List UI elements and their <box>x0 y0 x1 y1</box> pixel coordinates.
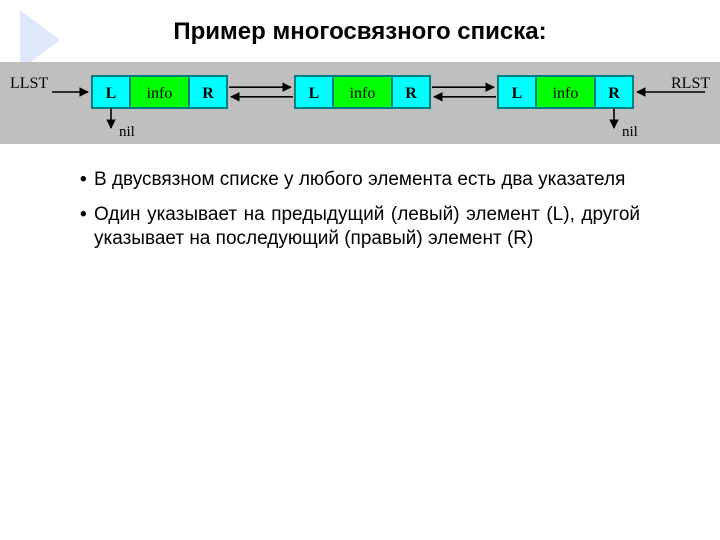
svg-text:R: R <box>202 85 214 102</box>
svg-text:L: L <box>106 85 117 102</box>
svg-text:LLST: LLST <box>10 75 48 92</box>
diagram-band: Linfo R Linfo R Linfo R LLST RLST nil nil <box>0 62 720 144</box>
svg-text:info: info <box>147 85 173 102</box>
svg-text:L: L <box>309 85 320 102</box>
svg-text:nil: nil <box>622 124 638 140</box>
svg-text:RLST: RLST <box>671 75 710 92</box>
slide-title: Пример многосвязного списка: <box>0 18 720 46</box>
svg-text:L: L <box>512 85 523 102</box>
svg-text:R: R <box>405 85 417 102</box>
svg-text:nil: nil <box>119 124 135 140</box>
bullet-list: В двусвязном списке у любого элемента ес… <box>80 168 640 252</box>
svg-text:R: R <box>608 85 620 102</box>
bullet-item: Один указывает на предыдущий (левый) эле… <box>80 203 640 252</box>
body-text: В двусвязном списке у любого элемента ес… <box>80 168 640 262</box>
linked-list-diagram: Linfo R Linfo R Linfo R LLST RLST nil nil <box>0 62 720 144</box>
slide: Пример многосвязного списка: LinfoRLinfo… <box>0 0 720 540</box>
bullet-item: В двусвязном списке у любого элемента ес… <box>80 168 640 193</box>
svg-text:info: info <box>350 85 376 102</box>
svg-text:info: info <box>553 85 579 102</box>
